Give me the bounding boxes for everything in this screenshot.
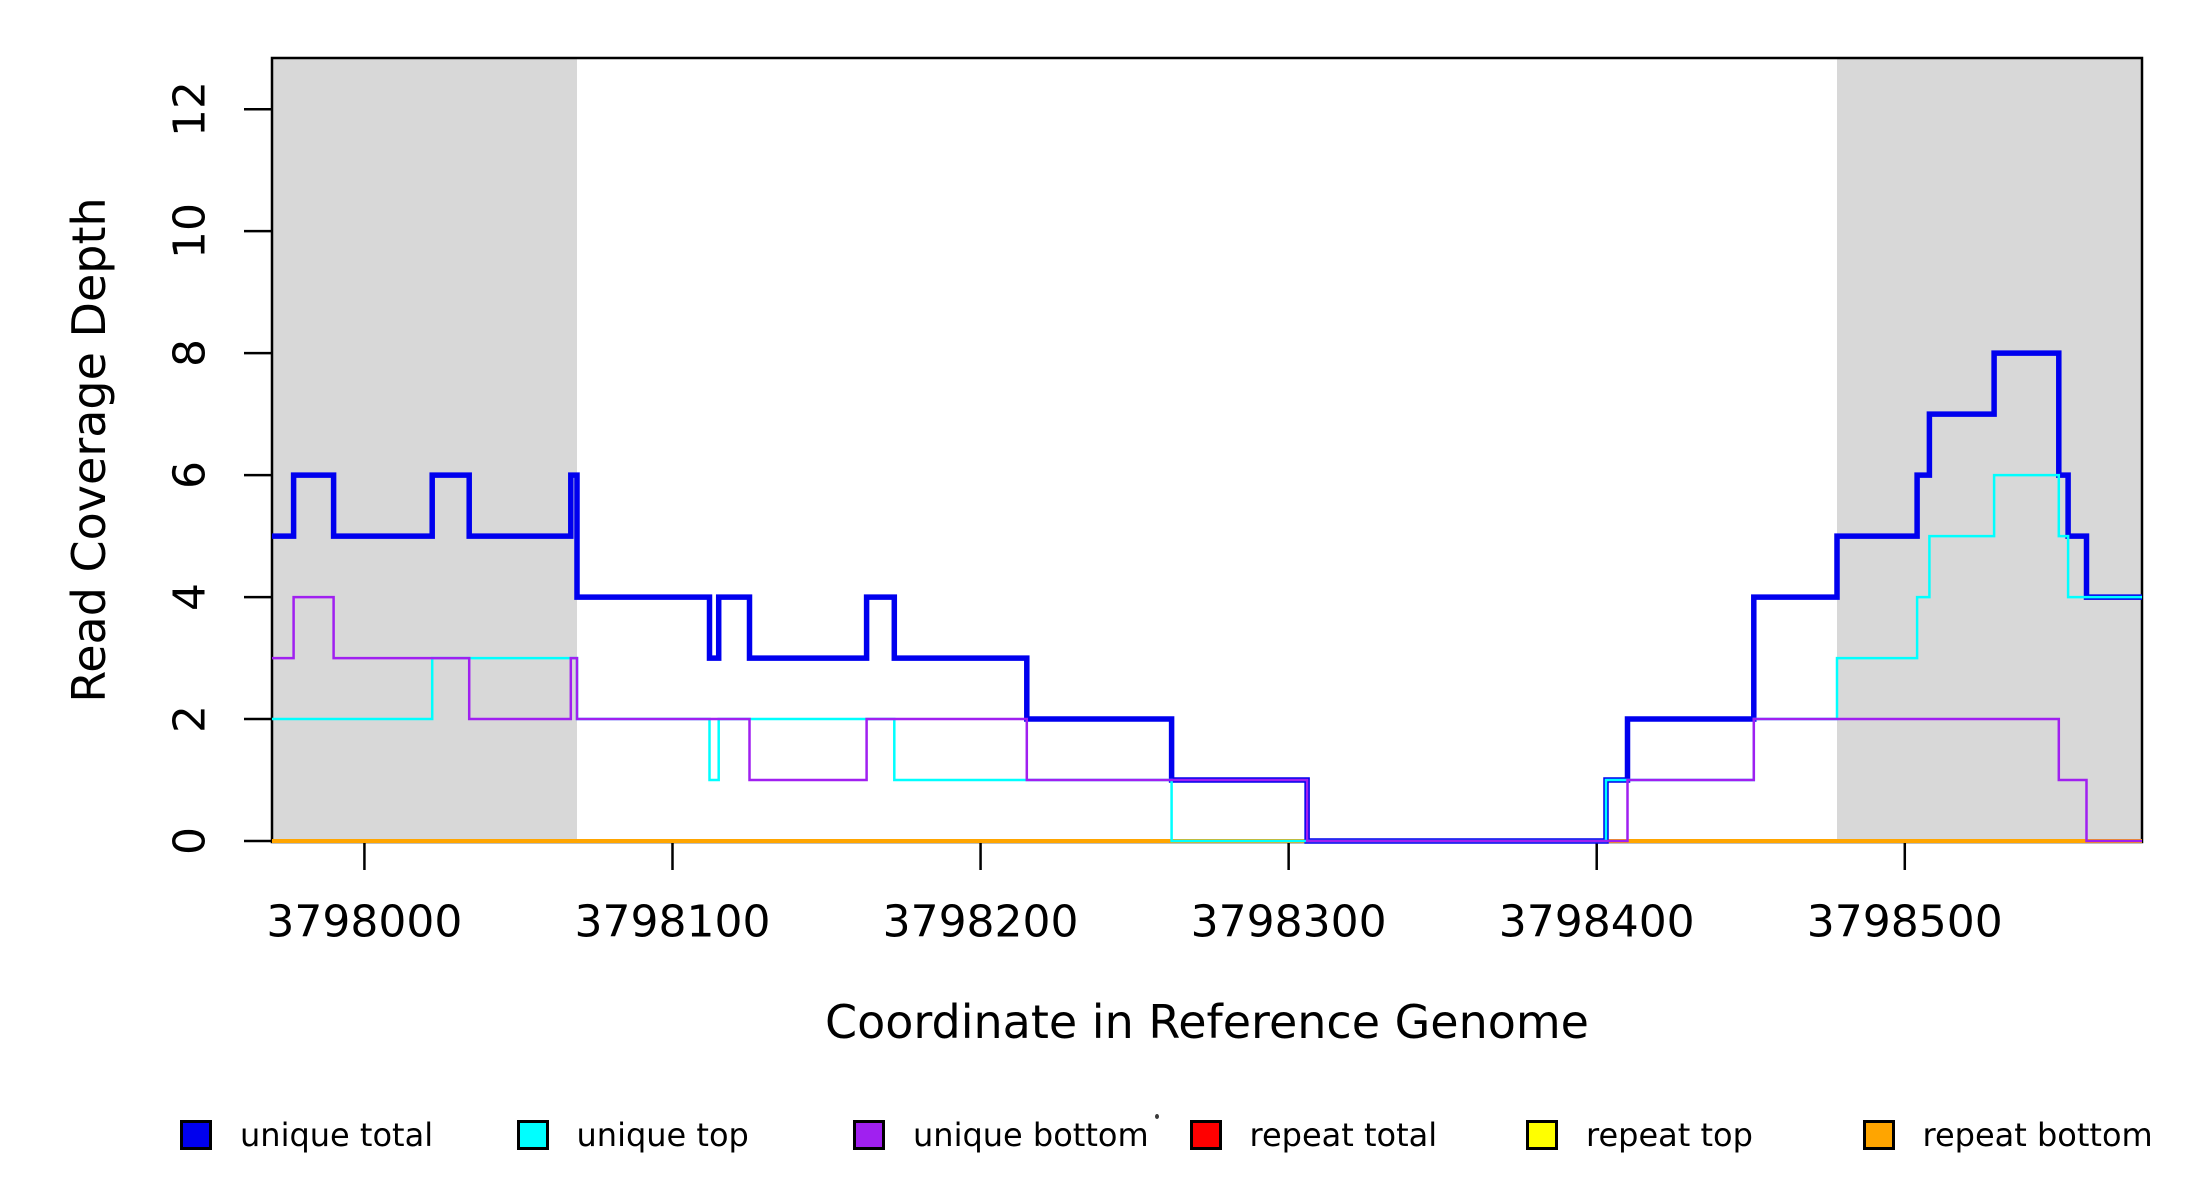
x-tick-label: 3798000 (266, 896, 463, 948)
y-tick-label: 12 (164, 81, 216, 138)
legend-item-unique-top: unique top (516, 1116, 749, 1154)
legend-label: unique bottom (913, 1116, 1149, 1154)
legend-item-unique-bottom: unique bottom (853, 1118, 1149, 1152)
legend-item-repeat-top: repeat top (1526, 1118, 1753, 1152)
legend-swatch-icon (180, 1120, 212, 1150)
y-axis-title: Read Coverage Depth (62, 197, 116, 703)
legend-swatch-icon (1189, 1120, 1222, 1150)
y-tick-label: 0 (164, 827, 216, 855)
stray-mark (1155, 1114, 1159, 1119)
series-unique-bottom (272, 595, 2142, 843)
legend-swatch-icon (1862, 1120, 1895, 1150)
shaded-region (1837, 58, 2142, 842)
y-tick-label: 4 (164, 583, 216, 612)
x-tick-label: 3798300 (1190, 896, 1387, 948)
y-tick-label: 8 (164, 339, 216, 368)
x-tick-label: 3798100 (574, 896, 771, 948)
x-tick-label: 3798200 (882, 896, 1079, 948)
y-tick-label: 6 (164, 461, 216, 490)
y-tick-label: 2 (164, 705, 216, 734)
legend-label: unique total (240, 1116, 434, 1154)
legend-label: repeat total (1249, 1116, 1438, 1154)
legend-label: unique top (576, 1116, 749, 1154)
x-tick-label: 3798500 (1806, 896, 2003, 948)
series-unique-total (272, 350, 2142, 844)
x-axis-title: Coordinate in Reference Genome (825, 995, 1589, 1049)
shaded-region (272, 58, 577, 842)
legend-swatch-icon (853, 1120, 885, 1150)
legend-label: repeat top (1586, 1116, 1753, 1154)
y-tick-label: 10 (164, 203, 216, 260)
legend-item-unique-total: unique total (180, 1118, 433, 1152)
legend-item-repeat-total: repeat total (1189, 1116, 1438, 1154)
legend-item-repeat-bottom: repeat bottom (1862, 1116, 2153, 1154)
x-tick-label: 3798400 (1498, 896, 1695, 948)
legend-swatch-icon (1526, 1120, 1558, 1150)
legend-swatch-icon (516, 1120, 549, 1150)
legend-label: repeat bottom (1922, 1116, 2153, 1154)
